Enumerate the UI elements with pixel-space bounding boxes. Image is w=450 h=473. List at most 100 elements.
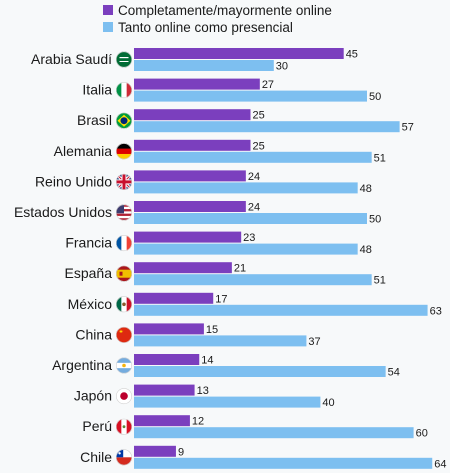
italy-flag-icon [116, 82, 132, 99]
germany-flag-icon [116, 143, 132, 160]
data-label: 27 [262, 79, 274, 91]
bar-hybrid [134, 427, 414, 439]
bar-online [134, 445, 176, 457]
category-label: Arabia Saudí [31, 51, 112, 67]
data-label: 21 [234, 263, 246, 275]
chart-row: Francia 23 48 [65, 231, 372, 256]
data-label: 30 [276, 61, 288, 73]
bar-hybrid [134, 366, 386, 377]
data-label: 13 [197, 385, 209, 397]
data-label: 51 [374, 152, 386, 164]
chart-row: México 17 63 [68, 292, 442, 317]
mexico-flag-icon [116, 296, 132, 313]
data-label: 14 [201, 355, 213, 367]
data-label: 17 [215, 293, 227, 305]
bar-hybrid [134, 335, 307, 347]
data-label: 12 [192, 416, 204, 428]
bar-online [134, 323, 204, 335]
data-label: 60 [416, 428, 428, 440]
data-label: 57 [402, 122, 414, 134]
bar-online [134, 415, 190, 427]
chile-flag-icon [116, 449, 132, 466]
chart-row: Argentina 14 54 [52, 354, 400, 379]
data-label: 54 [388, 367, 400, 379]
china-flag-icon [116, 326, 132, 343]
bar-online [134, 262, 232, 274]
bar-online [134, 78, 260, 90]
chart-row: Chile 9 64 [80, 445, 446, 470]
chart-row: Italia 27 50 [82, 78, 381, 103]
usa-flag-icon [116, 204, 132, 221]
bar-online [134, 170, 246, 182]
chart-row: Perú 12 60 [82, 415, 428, 440]
data-label: 23 [243, 232, 255, 244]
bar-online [134, 292, 214, 304]
category-label: Francia [65, 235, 112, 251]
bar-hybrid [134, 243, 358, 255]
data-label: 15 [206, 324, 218, 336]
data-label: 24 [248, 202, 260, 214]
chart-rows: Arabia Saudí 45 30 Italia 27 50 Brasil 25 57 Alem… [14, 48, 446, 470]
bar-hybrid [134, 213, 367, 224]
france-flag-icon [116, 235, 132, 252]
category-label: Argentina [52, 357, 112, 373]
data-label: 48 [360, 244, 372, 256]
category-label: Chile [80, 449, 112, 465]
chart-row: España 21 51 [65, 262, 386, 287]
data-label: 51 [374, 275, 386, 287]
chart-row: Alemania 25 51 [54, 139, 386, 164]
data-label: 45 [346, 49, 358, 61]
category-label: Perú [82, 418, 112, 434]
legend-swatch-online [103, 5, 113, 15]
bar-hybrid [134, 90, 367, 102]
data-label: 64 [434, 458, 446, 470]
bar-hybrid [134, 151, 372, 163]
bar-online [134, 139, 251, 151]
bar-hybrid [134, 182, 358, 194]
saudi-arabia-flag-icon [116, 51, 132, 68]
data-label: 9 [178, 446, 184, 458]
chart-row: Japón 13 40 [74, 384, 335, 409]
bar-hybrid [134, 396, 321, 408]
bar-online [134, 48, 344, 59]
bar-online [134, 109, 251, 121]
bar-online [134, 384, 195, 396]
data-label: 50 [369, 214, 381, 226]
peru-flag-icon [116, 418, 132, 435]
data-label: 48 [360, 183, 372, 195]
legend: Completamente/mayormente online Tanto on… [103, 3, 332, 35]
category-label: Brasil [77, 112, 112, 128]
data-label: 37 [308, 336, 320, 348]
legend-label-hybrid: Tanto online como presencial [118, 20, 293, 35]
category-label: China [75, 326, 112, 342]
category-label: Italia [82, 82, 112, 98]
data-label: 63 [430, 305, 442, 317]
bar-hybrid [134, 304, 428, 316]
category-label: Estados Unidos [14, 204, 112, 220]
data-label: 25 [253, 110, 265, 122]
chart-row: Brasil 25 57 [77, 109, 414, 134]
data-label: 25 [253, 140, 265, 152]
brazil-flag-icon [116, 112, 132, 129]
spain-flag-icon [116, 265, 132, 282]
bar-hybrid [134, 274, 372, 286]
bar-online [134, 231, 242, 243]
chart-row: Estados Unidos 24 50 [14, 201, 381, 226]
category-label: México [68, 296, 113, 312]
legend-label-online: Completamente/mayormente online [118, 3, 332, 18]
japan-flag-icon [116, 388, 132, 405]
bar-hybrid [134, 121, 400, 133]
bar-hybrid [134, 457, 433, 469]
category-label: España [65, 265, 113, 281]
chart-row: China 15 37 [75, 323, 321, 348]
bar-hybrid [134, 60, 274, 71]
chart-row: Reino Unido 24 48 [35, 170, 372, 195]
bar-online [134, 201, 246, 212]
category-label: Alemania [54, 143, 113, 159]
data-label: 50 [369, 91, 381, 103]
legend-swatch-hybrid [103, 22, 113, 32]
data-label: 24 [248, 171, 260, 183]
chart-row: Arabia Saudí 45 30 [31, 48, 358, 73]
